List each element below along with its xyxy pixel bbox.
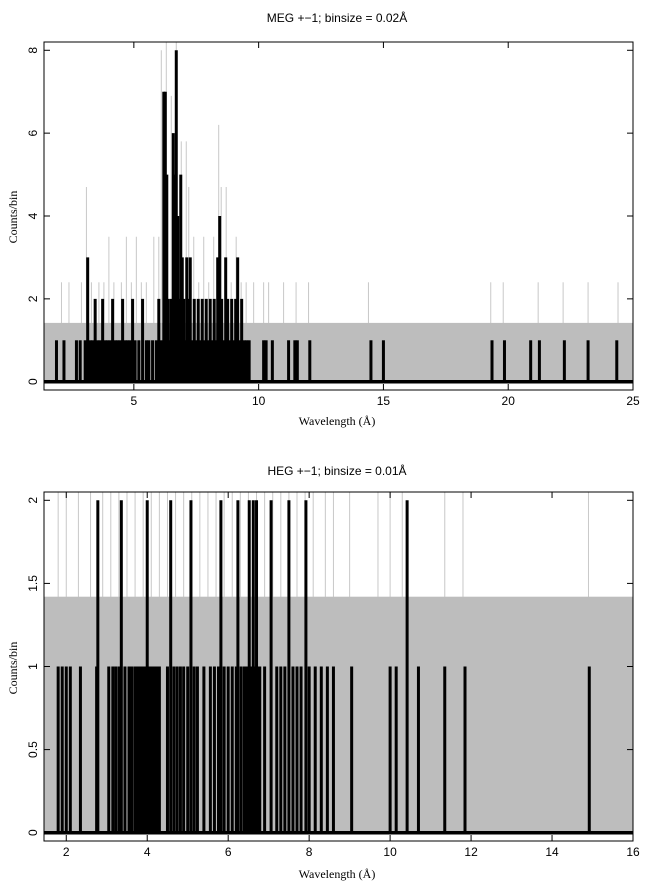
meg-ticks: 5 10 15 20 25 0 2 4 6 8 bbox=[26, 42, 640, 408]
meg-y-tick-label-4: 8 bbox=[26, 47, 40, 54]
meg-x-tick-label-0: 5 bbox=[131, 394, 138, 408]
meg-panel: MEG +−1; binsize = 0.02Å 5 10 15 20 2502468 … bbox=[6, 10, 640, 428]
meg-y-tick-label-1: 2 bbox=[26, 295, 40, 302]
heg-ticks: 2 4 6 8 10 12 14 16 0 0.5 1 1.5 2 bbox=[26, 492, 640, 859]
heg-y-axis-label: Counts/bin bbox=[6, 642, 20, 695]
meg-plot-area bbox=[44, 42, 633, 384]
heg-y-tick-label-4: 2 bbox=[26, 497, 40, 504]
meg-x-tick-label-3: 20 bbox=[502, 394, 516, 408]
meg-x-axis-label: Wavelength (Å) bbox=[299, 414, 376, 428]
heg-y-tick-label-3: 1.5 bbox=[26, 575, 40, 592]
heg-x-axis-label: Wavelength (Å) bbox=[299, 867, 376, 881]
heg-x-tick-label-6: 14 bbox=[545, 845, 559, 859]
meg-y-axis-label: Counts/bin bbox=[6, 191, 20, 244]
heg-x-tick-label-0: 2 bbox=[63, 845, 70, 859]
meg-y-tick-label-0: 0 bbox=[26, 378, 40, 385]
heg-y-tick-label-0: 0 bbox=[26, 829, 40, 836]
heg-x-tick-label-2: 6 bbox=[225, 845, 232, 859]
heg-x-tick-label-3: 8 bbox=[306, 845, 313, 859]
heg-x-tick-label-4: 10 bbox=[383, 845, 397, 859]
heg-x-tick-label-5: 12 bbox=[464, 845, 478, 859]
meg-x-tick-label-4: 25 bbox=[626, 394, 640, 408]
heg-y-tick-label-1: 0.5 bbox=[26, 741, 40, 758]
heg-plot-area bbox=[44, 492, 633, 835]
heg-panel: HEG +−1; binsize = 0.01Å 2 4 6 8 10 12 14 1600.… bbox=[6, 463, 640, 881]
meg-title: MEG +−1; binsize = 0.02Å bbox=[267, 10, 407, 25]
meg-y-tick-label-2: 4 bbox=[26, 212, 40, 219]
heg-y-tick-label-2: 1 bbox=[26, 663, 40, 670]
heg-x-tick-label-1: 4 bbox=[144, 845, 151, 859]
meg-x-tick-label-1: 10 bbox=[252, 394, 266, 408]
meg-x-tick-label-2: 15 bbox=[377, 394, 391, 408]
meg-y-tick-label-3: 6 bbox=[26, 129, 40, 136]
heg-x-tick-label-7: 16 bbox=[626, 845, 640, 859]
heg-title: HEG +−1; binsize = 0.01Å bbox=[267, 463, 406, 478]
